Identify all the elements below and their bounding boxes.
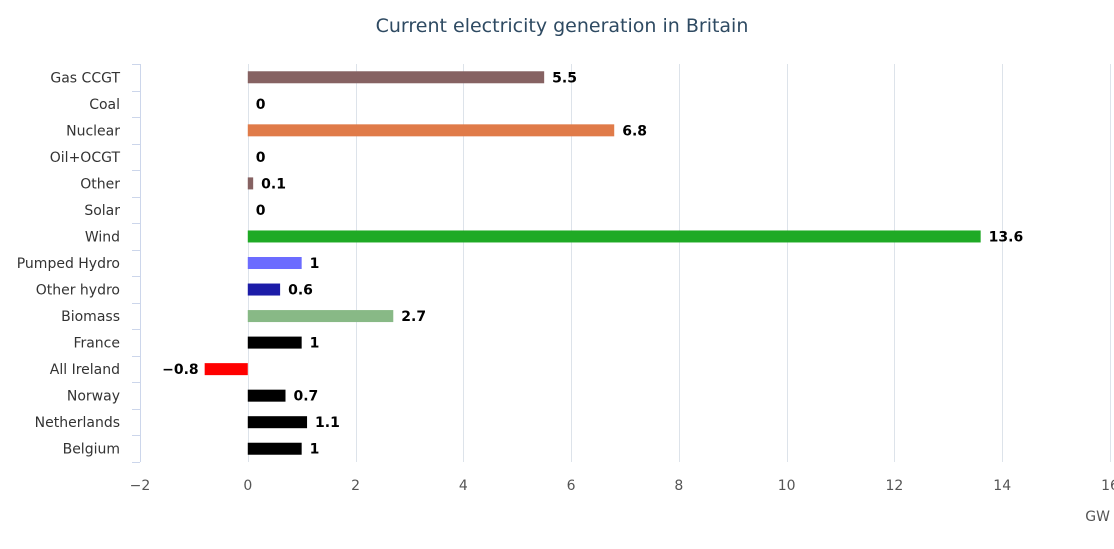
bar — [247, 336, 302, 349]
data-label: 13.6 — [989, 229, 1024, 245]
data-label: 0 — [256, 150, 266, 166]
category-label: France — [73, 336, 120, 352]
category-label: Other hydro — [36, 283, 120, 299]
category-label: Oil+OCGT — [50, 150, 121, 166]
category-label: Pumped Hydro — [17, 256, 120, 272]
x-tick-label: −2 — [130, 478, 151, 494]
x-tick-label: 14 — [993, 478, 1011, 494]
bar — [247, 442, 302, 455]
data-label: 5.5 — [552, 70, 577, 86]
bar — [247, 310, 394, 323]
category-label: Gas CCGT — [50, 70, 120, 86]
bar — [247, 389, 286, 402]
category-label: All Ireland — [50, 362, 120, 378]
x-tick-label: 6 — [567, 478, 576, 494]
data-label: 0 — [256, 97, 266, 113]
data-labels: 5.5 0 6.8 0 0.1 0 13.6 1 0.6 2.7 1 −0.8 0.7 1.1 1 — [162, 70, 1023, 457]
data-label: 1 — [310, 442, 320, 458]
bar — [247, 124, 615, 137]
x-tick-label: 2 — [351, 478, 360, 494]
bar — [204, 363, 248, 376]
category-label: Wind — [85, 229, 120, 245]
category-label: Solar — [84, 203, 120, 219]
category-label: Netherlands — [35, 415, 120, 431]
bar — [247, 416, 308, 429]
data-label: 0.1 — [261, 176, 286, 192]
category-label: Biomass — [61, 309, 120, 325]
chart-title: Current electricity generation in Britai… — [376, 15, 749, 37]
category-label: Coal — [89, 97, 120, 113]
x-tick-label: 16 — [1101, 478, 1114, 494]
x-tick-label: 12 — [886, 478, 904, 494]
data-label: 1.1 — [315, 415, 340, 431]
bar — [247, 71, 545, 84]
data-label: 1 — [310, 336, 320, 352]
data-label: 0 — [256, 203, 266, 219]
x-tick-label: 8 — [674, 478, 683, 494]
axes: −20246810121416Gas CCGTCoalNuclearOil+OC… — [17, 64, 1114, 494]
category-label: Other — [80, 176, 120, 192]
data-label: 0.6 — [288, 283, 313, 299]
bars — [204, 71, 981, 455]
data-label: −0.8 — [162, 362, 199, 378]
x-tick-label: 10 — [778, 478, 796, 494]
category-label: Norway — [67, 389, 120, 405]
data-label: 0.7 — [294, 389, 319, 405]
data-label: 1 — [310, 256, 320, 272]
bar — [247, 283, 281, 296]
x-axis-unit: GW — [1085, 509, 1110, 525]
bar — [247, 177, 254, 190]
bar — [247, 257, 302, 269]
bar — [247, 230, 981, 243]
data-label: 6.8 — [622, 123, 647, 139]
data-label: 2.7 — [401, 309, 426, 325]
category-label: Nuclear — [66, 123, 120, 139]
category-label: Belgium — [63, 442, 120, 458]
x-tick-label: 4 — [459, 478, 468, 494]
x-tick-label: 0 — [243, 478, 252, 494]
